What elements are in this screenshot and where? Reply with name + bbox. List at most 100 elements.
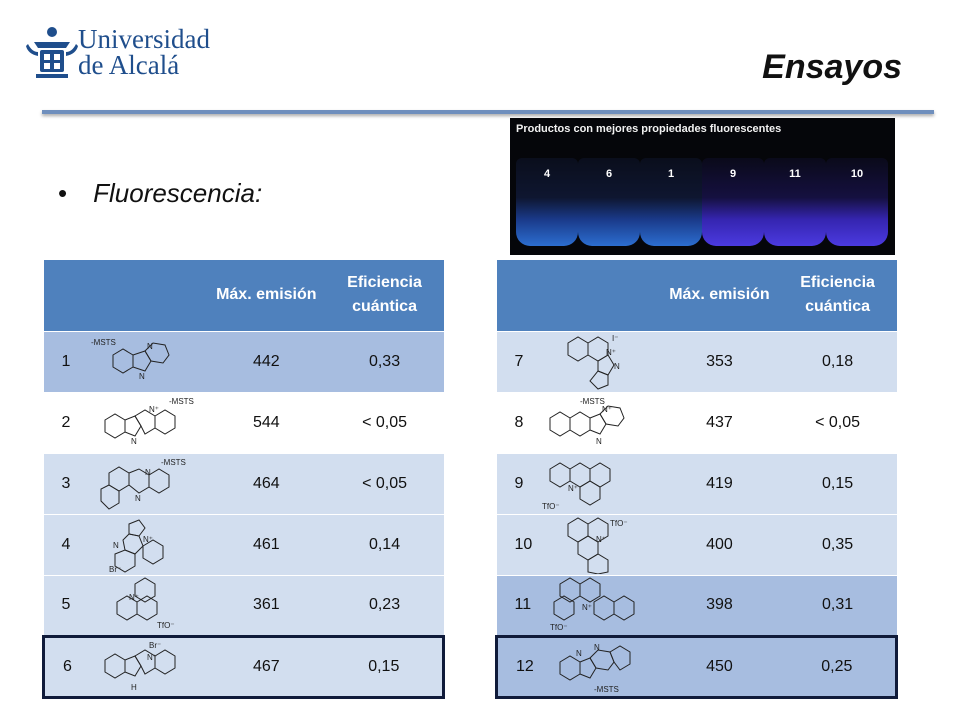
compound-structure: -MSTS N⁺ N — [87, 391, 208, 453]
structure-label: H — [131, 683, 137, 692]
photo-caption: Productos con mejores propiedades fluore… — [516, 123, 782, 135]
compound-structure: N⁺ TfO⁻ — [540, 452, 661, 514]
header-cell-emission: Máx. emisión — [660, 260, 779, 331]
structure-label: TfO⁻ — [550, 623, 568, 632]
table-header-row: Máx. emisión Eficiencia cuántica — [496, 260, 897, 331]
structure-label: N — [113, 541, 119, 550]
university-logo — [22, 22, 202, 82]
vial — [578, 158, 640, 246]
header-cell-structure — [540, 260, 661, 331]
fluorescence-table-right: Máx. emisión Eficiencia cuántica 7 I⁻ N⁺… — [495, 260, 898, 699]
fluorescence-photo: Productos con mejores propiedades fluore… — [510, 118, 895, 255]
table-row: 11 N⁺ TfO⁻ 398 0,31 — [496, 574, 897, 636]
compound-structure: Br⁻ N⁺ H — [87, 634, 208, 699]
table-row: 7 I⁻ N⁺ N 353 0,18 — [496, 330, 897, 392]
compound-id: 10 — [496, 513, 541, 575]
molecule-structure-icon: I⁻ N⁺ N — [567, 334, 620, 390]
structure-label: N⁺ — [582, 603, 592, 612]
vial — [702, 158, 764, 246]
molecule-structure-icon: N N -MSTS — [559, 643, 631, 694]
compound-id: 3 — [43, 452, 88, 514]
vial-label: 6 — [605, 168, 613, 180]
efficiency-value: 0,15 — [778, 452, 897, 514]
structure-label: -MSTS — [161, 458, 186, 467]
compound-id: 9 — [496, 452, 541, 514]
compound-structure: -MSTS N N — [87, 330, 208, 392]
structure-label: TfO⁻ — [157, 621, 175, 630]
molecule-structure-icon: N N⁺ Br⁻ — [109, 518, 164, 574]
efficiency-value: 0,33 — [325, 330, 444, 392]
structure-label: N — [614, 362, 620, 371]
efficiency-value: < 0,05 — [325, 391, 444, 453]
vial — [640, 158, 702, 246]
compound-structure: N N -MSTS — [540, 634, 661, 699]
emission-value: 461 — [207, 513, 326, 575]
compound-id: 8 — [496, 391, 541, 453]
structure-label: -MSTS — [91, 338, 116, 347]
molecule-structure-icon: N⁺ TfO⁻ — [542, 461, 611, 511]
table-row: 6 Br⁻ N⁺ H 467 0,15 — [42, 634, 445, 699]
emission-value: 442 — [207, 330, 326, 392]
university-crest-icon — [26, 27, 78, 78]
compound-id: 11 — [496, 574, 541, 636]
molecule-structure-icon: Br⁻ N⁺ H — [104, 641, 176, 692]
structure-label: N⁺ — [606, 348, 616, 357]
structure-label: N⁺ — [147, 653, 157, 662]
molecule-structure-icon: -MSTS N N — [91, 338, 170, 381]
structure-label: -MSTS — [169, 397, 194, 406]
table-row: 2 -MSTS N⁺ N 544 < 0,05 — [43, 391, 444, 453]
structure-label: TfO⁻ — [542, 502, 560, 511]
efficiency-value: < 0,05 — [778, 391, 897, 453]
structure-label: N — [131, 437, 137, 446]
compound-structure: TfO⁻ N⁺ — [540, 513, 661, 575]
header-cell-emission: Máx. emisión — [207, 260, 326, 331]
university-name-line2: de Alcalá — [78, 50, 180, 80]
bullet-text: Fluorescencia: — [93, 178, 263, 208]
table-row: 3 -MSTS N N 464 < 0,05 — [43, 452, 444, 514]
compound-structure: I⁻ N⁺ N — [540, 330, 661, 392]
header-cell-efficiency: Eficiencia cuántica — [778, 260, 897, 331]
header-cell-id — [43, 260, 88, 331]
structure-label: N — [594, 643, 600, 652]
structure-label: N — [596, 437, 602, 446]
emission-value: 437 — [660, 391, 779, 453]
structure-label: Br⁻ — [149, 641, 161, 650]
header-cell-id — [496, 260, 541, 331]
emission-value: 353 — [660, 330, 779, 392]
structure-label: N — [576, 649, 582, 658]
bullet-item: • Fluorescencia: — [58, 178, 262, 209]
vial-label: 1 — [667, 168, 675, 180]
university-name-line1: Universidad — [78, 24, 210, 54]
header-cell-structure — [87, 260, 208, 331]
slide-title: Ensayos — [762, 48, 902, 86]
emission-value: 450 — [660, 634, 779, 699]
fluorescence-table-left: Máx. emisión Eficiencia cuántica 1 -MSTS… — [42, 260, 445, 699]
compound-id: 4 — [43, 513, 88, 575]
table-row: 9 N⁺ TfO⁻ 419 0,15 — [496, 452, 897, 514]
compound-structure: -MSTS N N — [87, 452, 208, 514]
header-cell-efficiency: Eficiencia cuántica — [325, 260, 444, 331]
compound-id: 5 — [43, 574, 88, 636]
compound-id: 7 — [496, 330, 541, 392]
table-row: 8 -MSTS N⁺ N 437 < 0,05 — [496, 391, 897, 453]
structure-label: Br⁻ — [109, 565, 121, 574]
table-row: 5 N⁺ TfO⁻ 361 0,23 — [43, 574, 444, 636]
structure-label: N⁺ — [568, 484, 578, 493]
structure-label: N — [147, 342, 153, 351]
emission-value: 398 — [660, 574, 779, 636]
vial — [764, 158, 826, 246]
university-name: Universidad de Alcalá — [78, 24, 210, 80]
molecule-structure-icon: N⁺ TfO⁻ — [550, 577, 635, 632]
table-row: 4 N N⁺ Br⁻ 461 0,14 — [43, 513, 444, 575]
efficiency-value: < 0,05 — [325, 452, 444, 514]
bullet-dot-icon: • — [58, 178, 68, 208]
emission-value: 464 — [207, 452, 326, 514]
emission-value: 544 — [207, 391, 326, 453]
structure-label: N⁺ — [602, 405, 612, 414]
vial-label: 10 — [850, 168, 864, 180]
structure-label: N⁺ — [596, 535, 606, 544]
structure-label: N — [145, 468, 151, 477]
compound-id: 12 — [495, 634, 541, 699]
vial — [516, 158, 578, 246]
efficiency-value: 0,35 — [778, 513, 897, 575]
